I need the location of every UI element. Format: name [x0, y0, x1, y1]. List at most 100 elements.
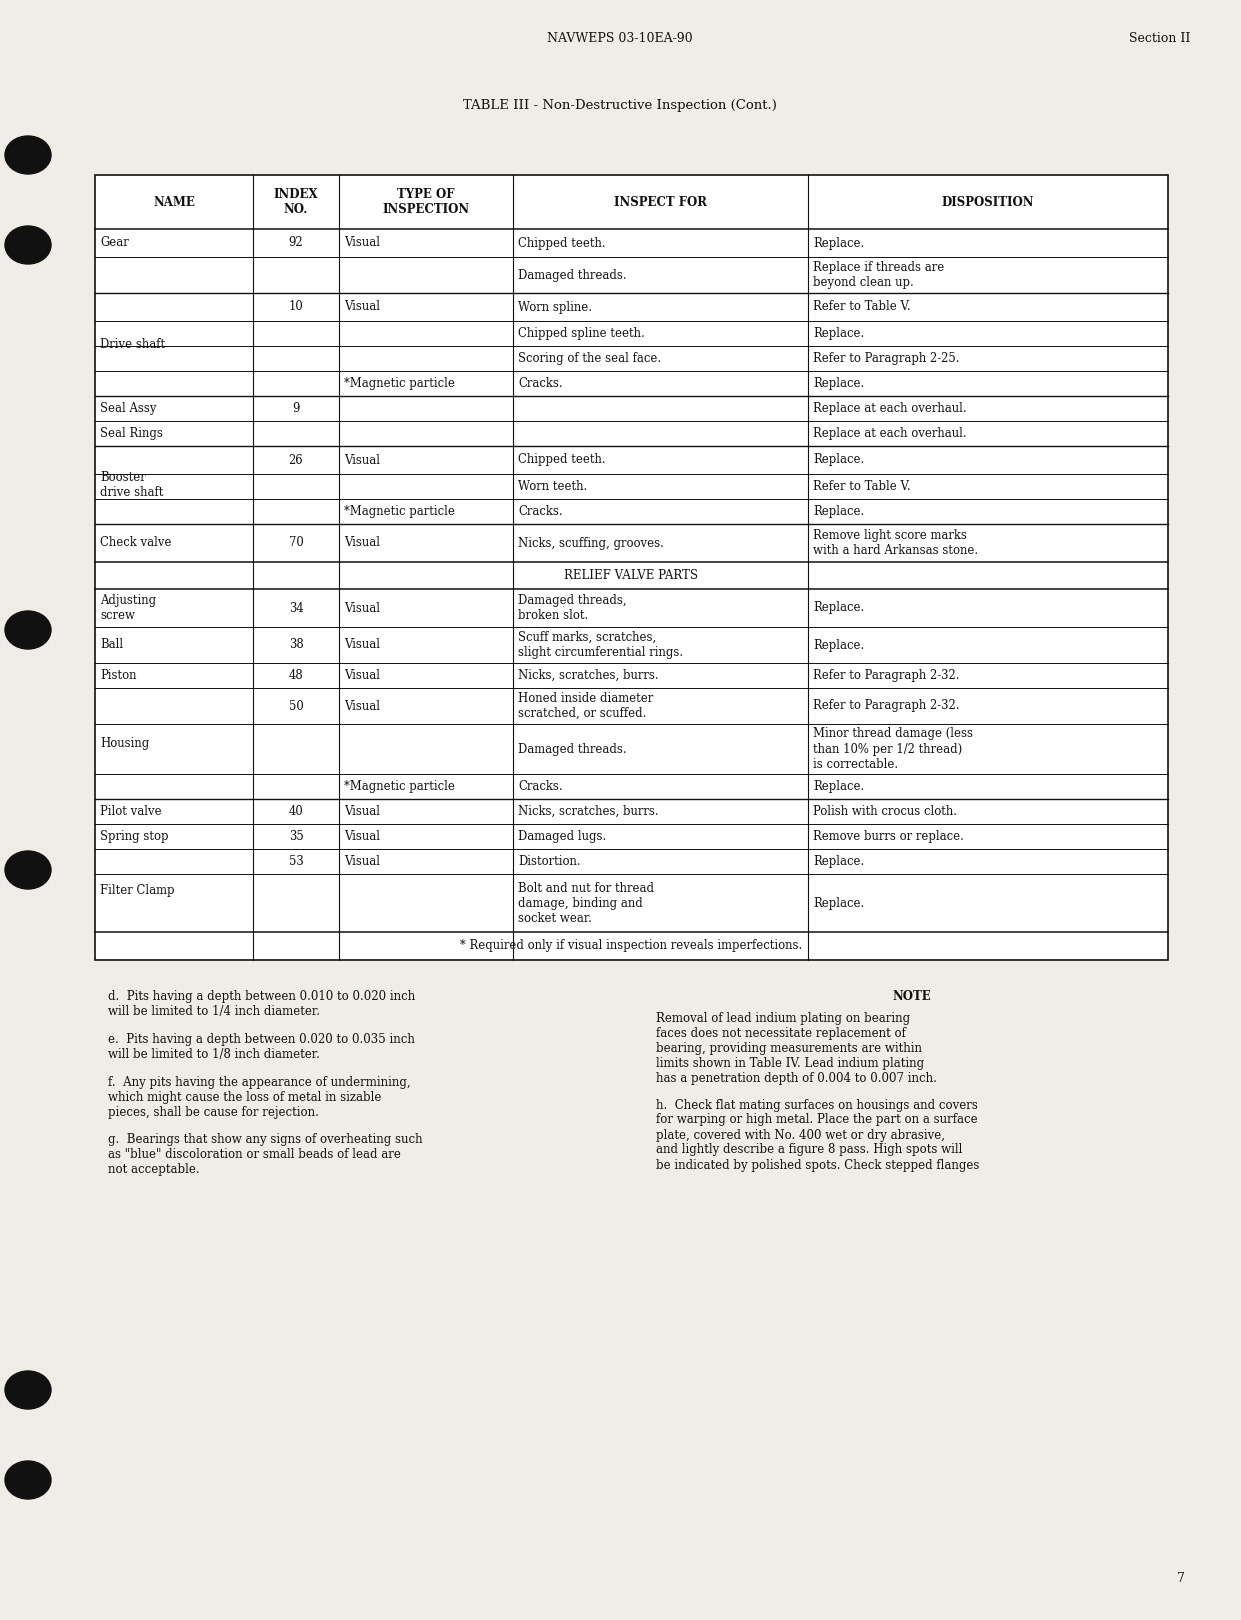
Text: NAME: NAME — [153, 196, 195, 209]
Text: Removal of lead indium plating on bearing
faces does not necessitate replacement: Removal of lead indium plating on bearin… — [656, 1012, 937, 1085]
Text: Replace at each overhaul.: Replace at each overhaul. — [813, 402, 967, 415]
Text: * Required only if visual inspection reveals imperfections.: * Required only if visual inspection rev… — [460, 940, 803, 953]
Text: Nicks, scuffing, grooves.: Nicks, scuffing, grooves. — [517, 536, 664, 549]
Text: Filter Clamp: Filter Clamp — [101, 885, 175, 897]
Text: Visual: Visual — [344, 855, 380, 868]
Text: Adjusting
screw: Adjusting screw — [101, 595, 156, 622]
Text: NAVWEPS 03-10EA-90: NAVWEPS 03-10EA-90 — [547, 31, 692, 44]
Text: 50: 50 — [289, 700, 303, 713]
Text: Gear: Gear — [101, 237, 129, 249]
Text: INSPECT FOR: INSPECT FOR — [614, 196, 707, 209]
Text: Visual: Visual — [344, 454, 380, 467]
Text: Booster
drive shaft: Booster drive shaft — [101, 471, 164, 499]
Text: Cracks.: Cracks. — [517, 779, 562, 794]
Text: Cracks.: Cracks. — [517, 377, 562, 390]
Text: Bolt and nut for thread
damage, binding and
socket wear.: Bolt and nut for thread damage, binding … — [517, 881, 654, 925]
Text: Replace.: Replace. — [813, 454, 864, 467]
Text: 38: 38 — [289, 638, 303, 651]
Text: Remove burrs or replace.: Remove burrs or replace. — [813, 829, 964, 842]
Text: 70: 70 — [289, 536, 303, 549]
Text: Damaged threads.: Damaged threads. — [517, 269, 627, 282]
Text: Visual: Visual — [344, 669, 380, 682]
Text: Replace.: Replace. — [813, 505, 864, 518]
Text: Refer to Table V.: Refer to Table V. — [813, 300, 911, 314]
Ellipse shape — [5, 227, 51, 264]
Text: *Magnetic particle: *Magnetic particle — [344, 779, 455, 794]
Text: Visual: Visual — [344, 536, 380, 549]
Text: Housing: Housing — [101, 737, 149, 750]
Text: 10: 10 — [289, 300, 303, 314]
Text: TABLE III - Non-Destructive Inspection (Cont.): TABLE III - Non-Destructive Inspection (… — [463, 99, 777, 112]
Text: 35: 35 — [289, 829, 303, 842]
Text: Replace.: Replace. — [813, 779, 864, 794]
Text: Chipped spline teeth.: Chipped spline teeth. — [517, 327, 645, 340]
Text: Seal Assy: Seal Assy — [101, 402, 156, 415]
Text: Damaged threads.: Damaged threads. — [517, 742, 627, 755]
Text: Remove light score marks
with a hard Arkansas stone.: Remove light score marks with a hard Ark… — [813, 530, 978, 557]
Text: Replace at each overhaul.: Replace at each overhaul. — [813, 428, 967, 441]
Text: Refer to Paragraph 2-32.: Refer to Paragraph 2-32. — [813, 700, 959, 713]
Text: 26: 26 — [289, 454, 303, 467]
Text: 53: 53 — [289, 855, 303, 868]
Text: Replace.: Replace. — [813, 855, 864, 868]
Ellipse shape — [5, 1371, 51, 1409]
Text: 48: 48 — [289, 669, 303, 682]
Text: Refer to Paragraph 2-32.: Refer to Paragraph 2-32. — [813, 669, 959, 682]
Text: d.  Pits having a depth between 0.010 to 0.020 inch
will be limited to 1/4 inch : d. Pits having a depth between 0.010 to … — [108, 990, 416, 1017]
Text: Chipped teeth.: Chipped teeth. — [517, 237, 606, 249]
Text: Section II: Section II — [1128, 31, 1190, 44]
Text: Visual: Visual — [344, 829, 380, 842]
Text: Pilot valve: Pilot valve — [101, 805, 161, 818]
Text: Visual: Visual — [344, 300, 380, 314]
Text: g.  Bearings that show any signs of overheating such
as "blue" discoloration or : g. Bearings that show any signs of overh… — [108, 1134, 423, 1176]
Text: Polish with crocus cloth.: Polish with crocus cloth. — [813, 805, 957, 818]
Text: Scoring of the seal face.: Scoring of the seal face. — [517, 352, 661, 365]
Ellipse shape — [5, 611, 51, 650]
Text: Damaged threads,
broken slot.: Damaged threads, broken slot. — [517, 595, 627, 622]
Ellipse shape — [5, 136, 51, 173]
Text: Replace if threads are
beyond clean up.: Replace if threads are beyond clean up. — [813, 261, 944, 288]
Text: Scuff marks, scratches,
slight circumferential rings.: Scuff marks, scratches, slight circumfer… — [517, 632, 683, 659]
Text: 7: 7 — [1178, 1571, 1185, 1584]
Text: Honed inside diameter
scratched, or scuffed.: Honed inside diameter scratched, or scuf… — [517, 692, 653, 719]
Text: Replace.: Replace. — [813, 896, 864, 909]
Text: Worn teeth.: Worn teeth. — [517, 480, 587, 492]
Text: Cracks.: Cracks. — [517, 505, 562, 518]
Text: *Magnetic particle: *Magnetic particle — [344, 377, 455, 390]
Bar — [96, 175, 1168, 961]
Text: 34: 34 — [289, 601, 303, 614]
Text: Replace.: Replace. — [813, 327, 864, 340]
Text: Refer to Table V.: Refer to Table V. — [813, 480, 911, 492]
Text: Piston: Piston — [101, 669, 137, 682]
Text: Seal Rings: Seal Rings — [101, 428, 163, 441]
Text: Refer to Paragraph 2-25.: Refer to Paragraph 2-25. — [813, 352, 959, 365]
Text: DISPOSITION: DISPOSITION — [942, 196, 1034, 209]
Text: INDEX
NO.: INDEX NO. — [274, 188, 318, 215]
Text: Visual: Visual — [344, 700, 380, 713]
Text: 40: 40 — [289, 805, 303, 818]
Text: h.  Check flat mating surfaces on housings and covers
for warping or high metal.: h. Check flat mating surfaces on housing… — [656, 1098, 979, 1171]
Text: Replace.: Replace. — [813, 638, 864, 651]
Text: Chipped teeth.: Chipped teeth. — [517, 454, 606, 467]
Text: Ball: Ball — [101, 638, 123, 651]
Text: Minor thread damage (less
than 10% per 1/2 thread)
is correctable.: Minor thread damage (less than 10% per 1… — [813, 727, 973, 771]
Text: Check valve: Check valve — [101, 536, 171, 549]
Text: Nicks, scratches, burrs.: Nicks, scratches, burrs. — [517, 805, 659, 818]
Ellipse shape — [5, 850, 51, 889]
Text: f.  Any pits having the appearance of undermining,
which might cause the loss of: f. Any pits having the appearance of und… — [108, 1076, 411, 1119]
Text: Nicks, scratches, burrs.: Nicks, scratches, burrs. — [517, 669, 659, 682]
Text: TYPE OF
INSPECTION: TYPE OF INSPECTION — [382, 188, 469, 215]
Ellipse shape — [5, 1461, 51, 1498]
Text: RELIEF VALVE PARTS: RELIEF VALVE PARTS — [565, 569, 699, 582]
Text: e.  Pits having a depth between 0.020 to 0.035 inch
will be limited to 1/8 inch : e. Pits having a depth between 0.020 to … — [108, 1034, 414, 1061]
Text: Visual: Visual — [344, 601, 380, 614]
Text: *Magnetic particle: *Magnetic particle — [344, 505, 455, 518]
Text: Visual: Visual — [344, 237, 380, 249]
Text: Replace.: Replace. — [813, 601, 864, 614]
Text: Visual: Visual — [344, 805, 380, 818]
Text: Replace.: Replace. — [813, 237, 864, 249]
Text: Drive shaft: Drive shaft — [101, 339, 165, 352]
Text: 9: 9 — [293, 402, 299, 415]
Text: Visual: Visual — [344, 638, 380, 651]
Text: NOTE: NOTE — [892, 990, 932, 1003]
